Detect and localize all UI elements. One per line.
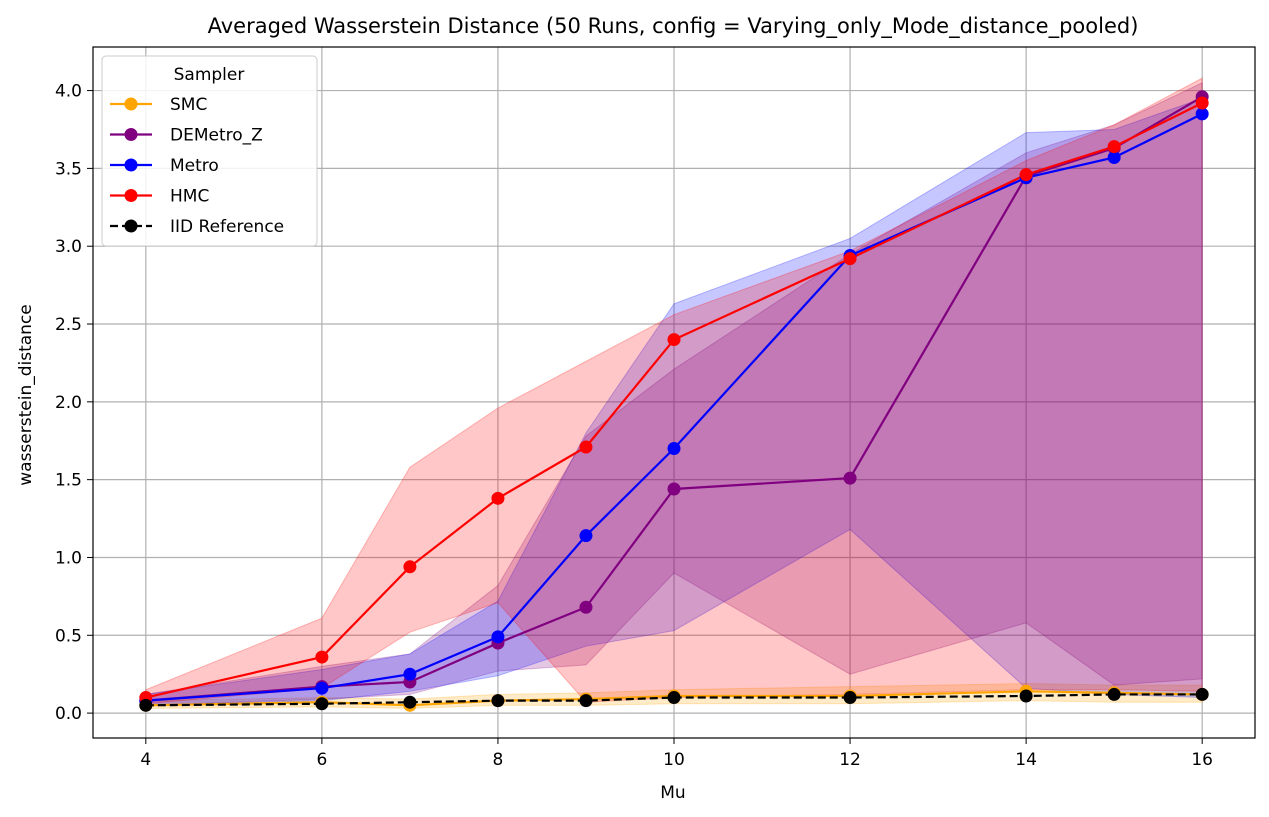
point-hmc — [491, 491, 505, 505]
point-hmc — [1195, 96, 1209, 110]
legend-label: DEMetro_Z — [170, 126, 263, 146]
legend-item-hmc: HMC — [110, 187, 209, 207]
legend-item-metro: Metro — [110, 156, 219, 176]
point-iid-reference — [315, 697, 329, 711]
y-tick-label: 0.5 — [55, 626, 82, 646]
point-iid-reference — [667, 691, 681, 705]
legend-label: IID Reference — [170, 217, 284, 237]
legend-marker — [124, 128, 138, 141]
x-axis-label: Mu — [660, 783, 685, 803]
point-iid-reference — [1195, 687, 1209, 701]
x-tick-label: 4 — [140, 750, 151, 770]
legend-marker — [124, 97, 138, 111]
x-tick-label: 16 — [1191, 750, 1213, 770]
chart-title: Averaged Wasserstein Distance (50 Runs, … — [208, 14, 1139, 39]
point-hmc — [403, 560, 417, 574]
x-axis-ticks: 4 6 8 10 12 14 16 — [140, 738, 1213, 770]
y-tick-label: 2.5 — [55, 315, 82, 335]
legend: Sampler SMC DEMetro_Z Metro HMC IID Referenc… — [101, 55, 318, 247]
series-markers — [139, 90, 1209, 712]
point-demetro-z — [667, 482, 681, 496]
point-iid-reference — [1107, 687, 1121, 701]
confidence-bands — [145, 77, 1203, 709]
legend-marker — [124, 189, 138, 202]
point-metro — [491, 630, 505, 644]
point-hmc — [315, 650, 329, 664]
y-tick-label: 2.0 — [55, 393, 82, 413]
y-axis-ticks: 0.0 0.5 1.0 1.5 2.0 2.5 3.0 3.5 4.0 — [55, 82, 93, 724]
legend-item-iid-reference: IID Reference — [110, 217, 284, 237]
legend-label: Metro — [170, 156, 219, 176]
y-axis-label: wasserstein_distance — [16, 304, 36, 486]
legend-marker — [124, 158, 138, 172]
y-tick-label: 4.0 — [55, 82, 82, 102]
x-tick-label: 8 — [493, 750, 504, 770]
legend-box — [101, 55, 318, 247]
legend-label: SMC — [170, 95, 207, 115]
point-metro — [403, 667, 417, 681]
line-metro — [145, 112, 1203, 702]
point-iid-reference — [139, 698, 153, 712]
y-tick-label: 1.0 — [55, 548, 82, 568]
point-metro — [315, 681, 329, 695]
y-tick-label: 3.0 — [55, 237, 82, 257]
x-tick-label: 6 — [316, 750, 327, 770]
point-hmc — [579, 440, 593, 454]
point-metro — [1107, 150, 1121, 164]
legend-item-smc: SMC — [110, 95, 207, 115]
grid-lines — [93, 47, 1255, 738]
line-demetro-z — [145, 95, 1203, 702]
point-demetro-z — [843, 471, 857, 485]
x-tick-label: 14 — [1015, 750, 1037, 770]
legend-label: HMC — [170, 187, 209, 207]
point-iid-reference — [843, 691, 857, 705]
legend-marker — [124, 219, 138, 233]
y-tick-label: 1.5 — [55, 471, 82, 491]
band-demetro-z — [145, 82, 1203, 706]
point-hmc — [1019, 168, 1033, 182]
point-hmc — [667, 333, 681, 347]
y-tick-label: 3.5 — [55, 159, 82, 179]
x-tick-label: 12 — [839, 750, 861, 770]
line-iid-reference — [145, 693, 1203, 707]
legend-item-demetro-z: DEMetro_Z — [110, 126, 263, 146]
x-tick-label: 10 — [663, 750, 685, 770]
point-iid-reference — [403, 695, 417, 709]
point-iid-reference — [1019, 689, 1033, 703]
point-hmc — [843, 252, 857, 266]
point-iid-reference — [491, 694, 505, 708]
line-hmc — [145, 102, 1203, 699]
point-metro — [579, 529, 593, 543]
y-tick-label: 0.0 — [55, 704, 82, 724]
point-metro — [667, 442, 681, 456]
point-demetro-z — [579, 600, 593, 614]
legend-title: Sampler — [174, 65, 245, 85]
point-iid-reference — [579, 694, 593, 708]
point-hmc — [1107, 140, 1121, 154]
series-lines — [145, 95, 1203, 707]
point-metro — [1195, 107, 1209, 121]
